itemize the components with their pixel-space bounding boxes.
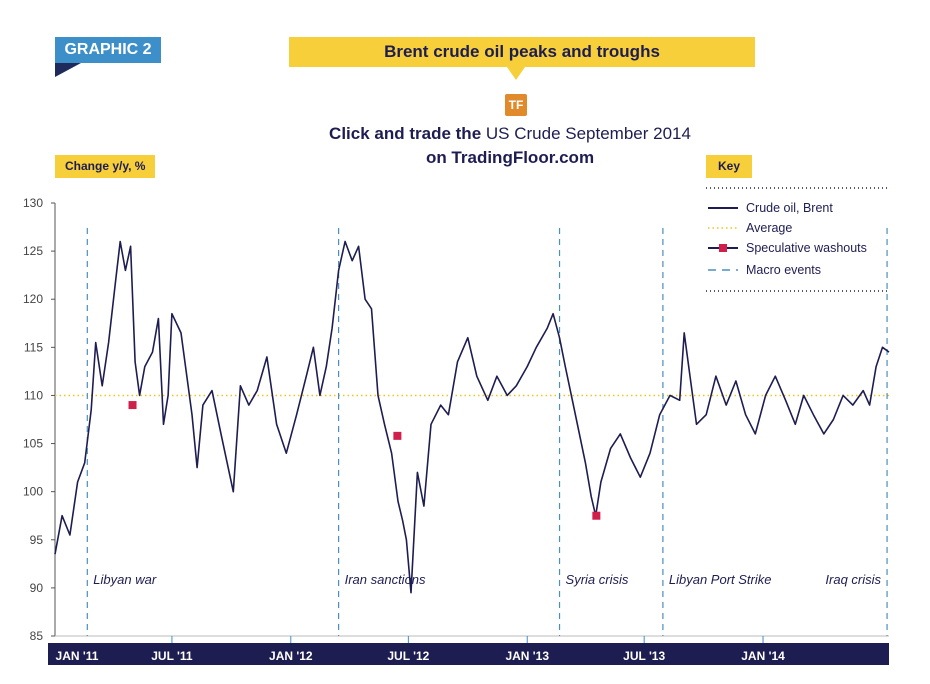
tradingfloor-logo: TF (505, 94, 527, 116)
x-tick-label: JUL '12 (387, 649, 429, 663)
macro-event-label: Libyan war (93, 572, 157, 587)
y-tick-label: 90 (30, 581, 44, 595)
call-to-action[interactable]: Click and trade the US Crude September 2… (250, 122, 770, 170)
x-axis-band (48, 643, 889, 665)
cta-line-1: Click and trade the US Crude September 2… (250, 122, 770, 146)
y-tick-label: 95 (30, 533, 44, 547)
y-tick-label: 105 (23, 437, 43, 451)
x-tick-label: JAN '14 (741, 649, 785, 663)
y-axis-label: Change y/y, % (55, 155, 156, 178)
legend-label: Speculative washouts (746, 241, 867, 255)
macro-event-label: Iraq crisis (825, 572, 881, 587)
x-tick-label: JUL '11 (151, 649, 193, 663)
y-tick-label: 120 (23, 292, 43, 306)
x-tick-label: JAN '13 (505, 649, 549, 663)
speculative-washout-marker (393, 431, 402, 440)
cta-bold-text: Click and trade the (329, 124, 482, 143)
y-tick-label: 110 (24, 388, 43, 402)
macro-event-label: Syria crisis (566, 572, 629, 587)
legend-swatch-marker (719, 244, 727, 252)
macro-event-label: Libyan Port Strike (669, 572, 772, 587)
x-tick-label: JAN '11 (56, 649, 99, 663)
y-tick-label: 100 (23, 485, 43, 499)
cta-line-2: on TradingFloor.com (425, 148, 595, 167)
speculative-washout-marker (128, 401, 137, 410)
title-pointer (507, 67, 525, 80)
speculative-washout-marker (592, 511, 601, 520)
y-tick-label: 85 (30, 629, 44, 643)
brent-price-line (54, 240, 890, 594)
y-tick-label: 125 (23, 244, 43, 258)
chart-title: Brent crude oil peaks and troughs (289, 37, 755, 67)
graphic-tag-tail (55, 63, 81, 77)
legend-label: Average (746, 221, 792, 235)
legend-title: Key (706, 155, 753, 178)
cta-instrument-text: US Crude September 2014 (485, 124, 691, 143)
x-tick-label: JUL '13 (623, 649, 665, 663)
macro-event-label: Iran sanctions (345, 572, 426, 587)
y-tick-label: 130 (23, 196, 43, 210)
legend-label: Crude oil, Brent (746, 201, 833, 215)
legend-label: Macro events (746, 263, 821, 277)
y-tick-label: 115 (24, 340, 43, 354)
graphic-number-tag: GRAPHIC 2 (55, 37, 161, 63)
x-tick-label: JAN '12 (269, 649, 313, 663)
